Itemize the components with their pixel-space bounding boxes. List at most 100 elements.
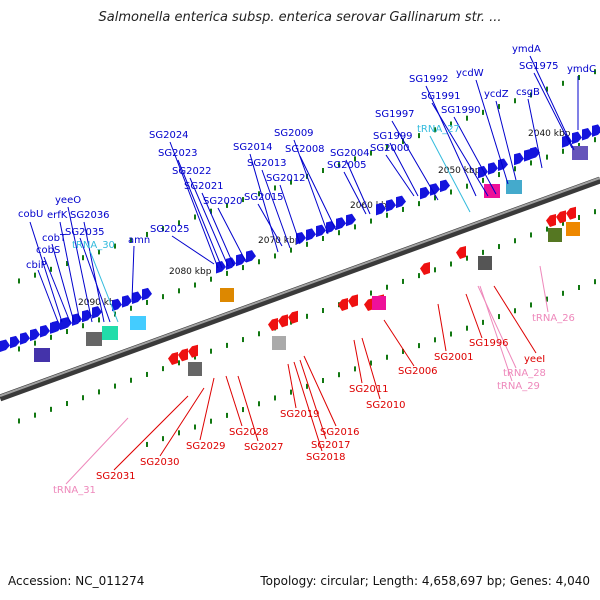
- track-tick: [258, 401, 260, 407]
- reverse-gene-arrow: [348, 294, 358, 308]
- scale-dot-tracks: [18, 69, 596, 447]
- gene-label-cobT: cobT: [42, 233, 67, 244]
- gene-label-amn: amn: [128, 235, 150, 246]
- track-tick: [130, 237, 132, 243]
- track-tick: [498, 104, 500, 110]
- track-tick: [354, 366, 356, 372]
- forward-gene-arrow: [82, 309, 92, 323]
- forward-gene-arrow: [296, 231, 306, 245]
- track-tick: [450, 331, 452, 337]
- reverse-gene-arrow: [338, 298, 348, 311]
- magenta-block: [484, 184, 500, 198]
- track-tick: [50, 406, 52, 412]
- leader-line: [293, 139, 329, 235]
- trna-label-26: tRNA_26: [532, 313, 575, 324]
- gene-label-SG2014: SG2014: [233, 142, 273, 153]
- leader-line: [475, 79, 509, 185]
- leader-line: [83, 221, 105, 323]
- gray-block: [272, 336, 286, 350]
- track-tick: [466, 115, 468, 121]
- track-tick: [546, 154, 548, 160]
- gene-label-SG1975: SG1975: [519, 61, 559, 72]
- track-tick: [178, 430, 180, 436]
- track-tick: [562, 80, 564, 86]
- track-tick: [466, 325, 468, 331]
- track-tick: [34, 412, 36, 418]
- track-tick: [594, 69, 596, 75]
- track-tick: [210, 418, 212, 424]
- forward-gene-arrow: [396, 195, 406, 209]
- track-tick: [226, 202, 228, 208]
- track-tick: [34, 340, 36, 346]
- leader-line: [465, 293, 483, 339]
- track-tick: [578, 284, 580, 290]
- track-tick: [146, 441, 148, 447]
- cyan-block: [130, 316, 146, 330]
- leader-line: [533, 72, 573, 149]
- track-tick: [226, 412, 228, 418]
- cyan-block: [102, 326, 118, 340]
- leader-line: [425, 85, 477, 197]
- leader-line: [201, 192, 235, 267]
- track-tick: [578, 142, 580, 148]
- leader-line: [171, 235, 215, 265]
- gene-label-SG2030: SG2030: [140, 457, 180, 468]
- gene-label-SG2005: SG2005: [327, 160, 367, 171]
- track-tick: [322, 308, 324, 314]
- track-tick: [98, 249, 100, 255]
- track-tick: [386, 284, 388, 290]
- gene-label-erfK: erfK: [47, 210, 68, 221]
- track-tick: [146, 299, 148, 305]
- track-tick: [114, 243, 116, 249]
- forward-gene-arrow: [572, 131, 582, 145]
- track-tick: [242, 265, 244, 271]
- magenta-block: [372, 296, 386, 310]
- track-tick: [274, 253, 276, 259]
- gene-label-ycdW: ycdW: [456, 68, 484, 79]
- gene-label-SG2024: SG2024: [149, 130, 189, 141]
- track-tick: [18, 278, 20, 284]
- track-tick: [402, 138, 404, 144]
- forward-gene-arrow: [562, 135, 572, 148]
- gene-label-SG2006: SG2006: [398, 366, 438, 377]
- tick-label-2050: 2050 kbp: [438, 166, 481, 176]
- track-tick: [274, 185, 276, 191]
- reverse-gene-arrow: [268, 318, 278, 331]
- track-tick: [530, 92, 532, 98]
- track-tick: [594, 279, 596, 285]
- forward-gene-arrow: [112, 298, 122, 312]
- track-tick: [178, 288, 180, 294]
- forward-gene-arrow: [376, 202, 386, 216]
- forward-gene-arrow: [386, 199, 396, 212]
- track-tick: [418, 273, 420, 279]
- reverse-gene-arrow: [420, 262, 430, 275]
- forward-gene-arrow: [20, 332, 30, 345]
- track-tick: [194, 424, 196, 430]
- track-tick: [466, 255, 468, 261]
- track-tick: [242, 407, 244, 413]
- leader-line: [437, 303, 447, 352]
- leader-line: [261, 169, 291, 249]
- leader-line: [159, 387, 205, 457]
- reverse-gene-arrow: [364, 298, 374, 311]
- track-tick: [338, 372, 340, 378]
- leader-line: [199, 377, 215, 441]
- leader-line: [287, 363, 297, 409]
- track-tick: [482, 249, 484, 255]
- tick-label-2090: 2090 kbp: [78, 298, 121, 308]
- genome-title: Salmonella enterica subsp. enterica sero…: [98, 10, 502, 25]
- gene-label-SG2001: SG2001: [434, 352, 474, 363]
- forward-gene-arrow: [514, 152, 524, 166]
- forward-gene-arrow: [142, 287, 152, 301]
- leader-line: [361, 337, 381, 400]
- forward-gene-arrow: [316, 224, 326, 238]
- forward-gene-arrow: [122, 295, 132, 308]
- track-tick: [338, 230, 340, 236]
- leader-line: [383, 319, 415, 367]
- chromosome-backbone: [0, 176, 600, 402]
- forward-gene-arrow: [10, 335, 20, 349]
- orange-block: [220, 288, 234, 302]
- leader-line: [385, 154, 415, 197]
- track-tick: [194, 354, 196, 360]
- track-tick: [322, 236, 324, 242]
